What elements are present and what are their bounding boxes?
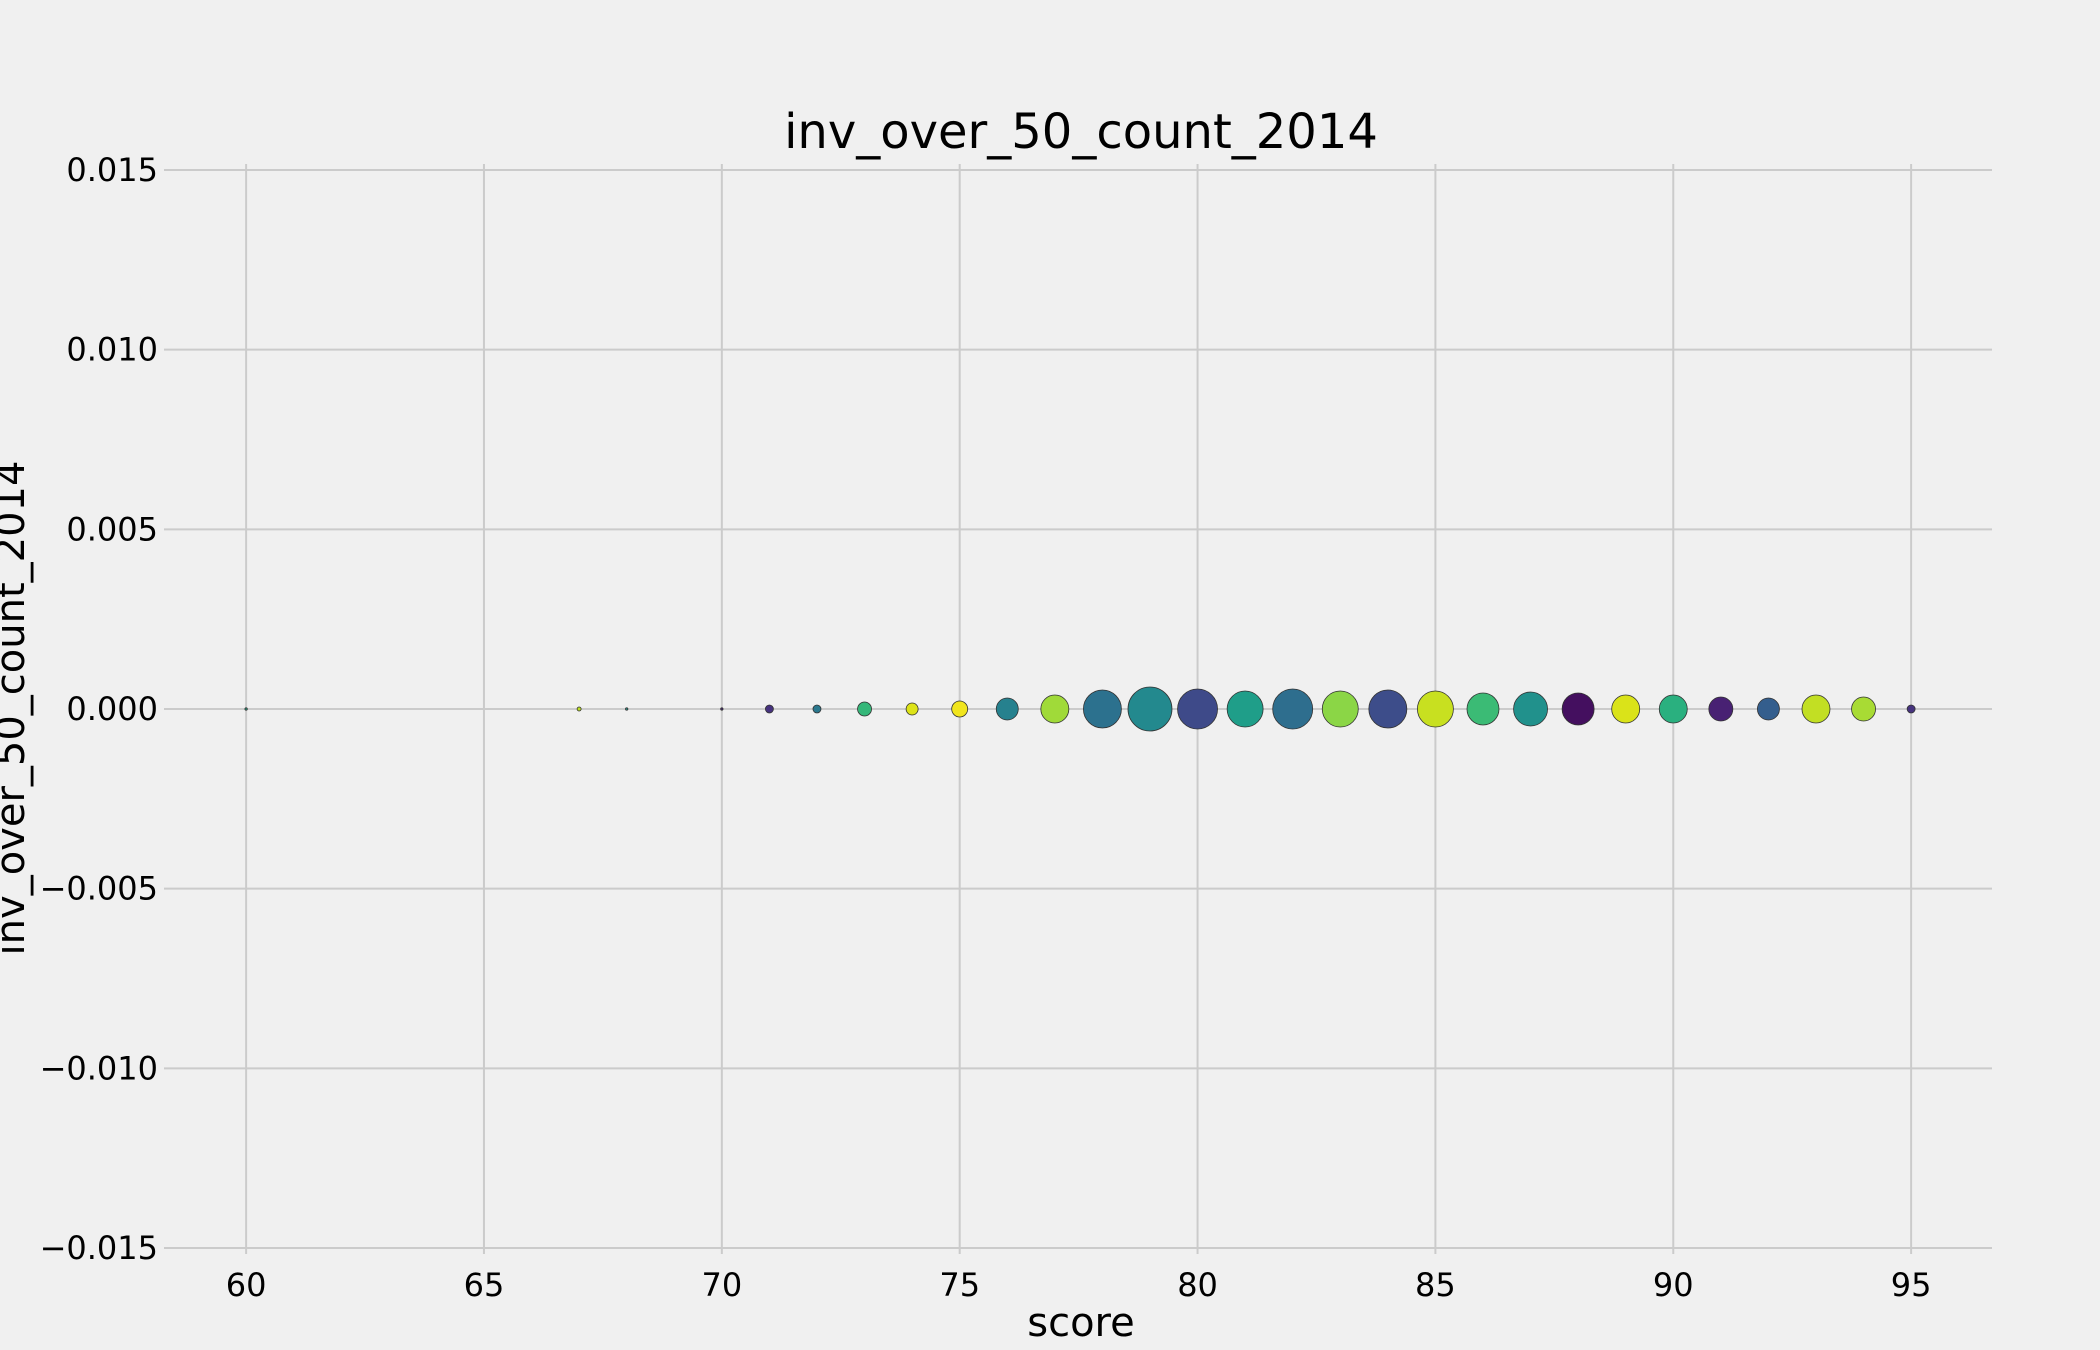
- data-point: [1321, 690, 1359, 728]
- data-point: [812, 704, 822, 714]
- x-tick-label: 85: [1415, 1266, 1456, 1304]
- y-tick-label: 0.010: [66, 331, 158, 369]
- data-point: [1906, 704, 1916, 714]
- y-tick-label: −0.015: [40, 1229, 158, 1267]
- data-point: [1272, 688, 1314, 730]
- y-tick-label: 0.015: [66, 151, 158, 189]
- data-point: [995, 697, 1019, 721]
- x-tick-label: 65: [464, 1266, 505, 1304]
- y-tick-label: −0.005: [40, 870, 158, 908]
- data-points: [244, 686, 1916, 732]
- data-point: [576, 706, 582, 712]
- data-point: [1368, 689, 1408, 729]
- data-point: [1083, 689, 1122, 729]
- y-tick-label: 0.000: [66, 690, 158, 728]
- data-point: [1851, 696, 1876, 722]
- data-point: [1561, 692, 1595, 726]
- data-point: [1801, 694, 1831, 724]
- data-point: [244, 707, 248, 711]
- data-point: [1611, 694, 1641, 724]
- data-point: [1757, 697, 1780, 721]
- x-tick-label: 75: [939, 1266, 980, 1304]
- y-tick-labels: 0.015 0.010 0.005 0.000 −0.005 −0.010 −0.015: [40, 151, 158, 1267]
- x-tick-label: 80: [1177, 1266, 1218, 1304]
- x-tick-label: 95: [1891, 1266, 1932, 1304]
- data-point: [905, 702, 919, 716]
- data-point: [765, 704, 774, 714]
- data-point: [1466, 692, 1500, 726]
- data-point: [720, 707, 724, 711]
- data-point: [625, 707, 629, 711]
- x-tick-label: 90: [1653, 1266, 1694, 1304]
- y-axis-label: inv_over_50_count_2014: [0, 461, 34, 956]
- data-point: [1177, 688, 1218, 730]
- x-tick-labels: 60 65 70 75 80 85 90 95: [226, 1266, 1932, 1304]
- data-point: [857, 701, 872, 717]
- y-tick-label: 0.005: [66, 510, 158, 548]
- data-point: [1658, 694, 1688, 724]
- data-point: [951, 700, 969, 718]
- x-tick-label: 60: [226, 1266, 267, 1304]
- x-tick-label: 70: [701, 1266, 742, 1304]
- data-point: [1040, 694, 1070, 724]
- x-axis-label: score: [1027, 1300, 1134, 1346]
- data-point: [1127, 686, 1173, 732]
- data-point: [1708, 696, 1734, 722]
- data-point: [1513, 691, 1548, 727]
- chart-title: inv_over_50_count_2014: [784, 104, 1378, 160]
- data-point: [1417, 690, 1454, 728]
- y-tick-label: −0.010: [40, 1049, 158, 1087]
- data-point: [1226, 690, 1264, 728]
